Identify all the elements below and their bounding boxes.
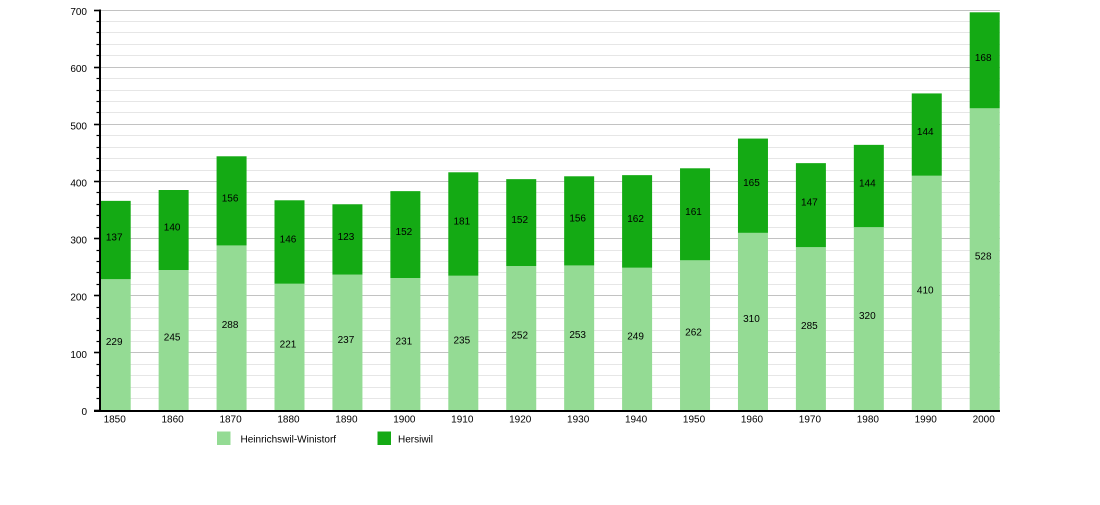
svg-text:1920: 1920 xyxy=(509,414,532,425)
svg-text:144: 144 xyxy=(859,179,876,190)
svg-text:152: 152 xyxy=(396,227,413,238)
svg-text:1970: 1970 xyxy=(799,414,822,425)
svg-text:288: 288 xyxy=(222,320,239,331)
svg-text:310: 310 xyxy=(743,314,760,325)
svg-text:1900: 1900 xyxy=(393,414,416,425)
svg-text:165: 165 xyxy=(743,178,760,189)
svg-text:1950: 1950 xyxy=(683,414,706,425)
svg-text:400: 400 xyxy=(70,178,87,189)
svg-text:147: 147 xyxy=(801,198,818,209)
svg-text:1910: 1910 xyxy=(451,414,474,425)
svg-text:1930: 1930 xyxy=(567,414,590,425)
svg-text:528: 528 xyxy=(975,252,992,263)
svg-text:252: 252 xyxy=(511,331,528,342)
svg-text:144: 144 xyxy=(917,127,934,138)
svg-text:1980: 1980 xyxy=(857,414,880,425)
svg-text:Heinrichswil-Winistorf: Heinrichswil-Winistorf xyxy=(241,435,337,446)
svg-text:1880: 1880 xyxy=(277,414,300,425)
svg-text:320: 320 xyxy=(859,311,876,322)
svg-text:2000: 2000 xyxy=(973,414,996,425)
svg-text:181: 181 xyxy=(453,217,470,228)
svg-text:1940: 1940 xyxy=(625,414,648,425)
svg-text:123: 123 xyxy=(338,232,355,243)
svg-text:146: 146 xyxy=(280,235,297,246)
svg-text:235: 235 xyxy=(453,335,470,346)
svg-text:229: 229 xyxy=(106,337,123,348)
svg-text:156: 156 xyxy=(222,193,239,204)
svg-text:221: 221 xyxy=(280,339,297,350)
svg-text:262: 262 xyxy=(685,328,702,339)
svg-text:253: 253 xyxy=(569,330,586,341)
svg-text:152: 152 xyxy=(511,215,528,226)
svg-text:140: 140 xyxy=(164,223,181,234)
svg-text:1870: 1870 xyxy=(219,414,242,425)
svg-text:1890: 1890 xyxy=(335,414,358,425)
svg-text:1860: 1860 xyxy=(162,414,185,425)
svg-text:249: 249 xyxy=(627,331,644,342)
svg-text:245: 245 xyxy=(164,333,181,344)
svg-text:Hersiwil: Hersiwil xyxy=(398,435,433,446)
svg-text:285: 285 xyxy=(801,321,818,332)
svg-text:156: 156 xyxy=(569,213,586,224)
svg-text:0: 0 xyxy=(81,407,87,418)
svg-text:600: 600 xyxy=(70,64,87,75)
svg-text:200: 200 xyxy=(70,293,87,304)
svg-text:237: 237 xyxy=(338,335,355,346)
svg-text:700: 700 xyxy=(70,7,87,18)
svg-text:1990: 1990 xyxy=(915,414,938,425)
svg-text:500: 500 xyxy=(70,121,87,132)
svg-text:231: 231 xyxy=(396,337,413,348)
svg-text:1850: 1850 xyxy=(104,414,127,425)
svg-text:410: 410 xyxy=(917,285,934,296)
svg-text:1960: 1960 xyxy=(741,414,764,425)
svg-text:162: 162 xyxy=(627,214,644,225)
svg-text:100: 100 xyxy=(70,350,87,361)
svg-text:161: 161 xyxy=(685,207,702,218)
svg-text:137: 137 xyxy=(106,233,123,244)
svg-text:168: 168 xyxy=(975,53,992,64)
svg-text:300: 300 xyxy=(70,236,87,247)
